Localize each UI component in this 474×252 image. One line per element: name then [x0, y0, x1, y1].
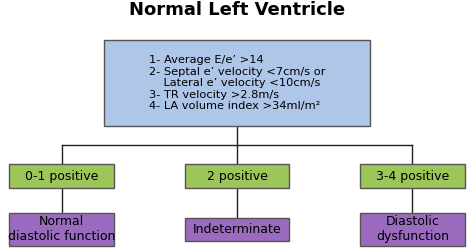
FancyBboxPatch shape: [185, 164, 289, 188]
Text: Normal
diastolic function: Normal diastolic function: [8, 215, 115, 243]
FancyBboxPatch shape: [9, 213, 114, 246]
Text: 3-4 positive: 3-4 positive: [376, 170, 449, 183]
Text: Normal Left Ventricle: Normal Left Ventricle: [129, 1, 345, 19]
Text: 1- Average E/e’ >14
2- Septal e’ velocity <7cm/s or
    Lateral e’ velocity <10c: 1- Average E/e’ >14 2- Septal e’ velocit…: [149, 55, 325, 111]
Text: Indeterminate: Indeterminate: [193, 223, 281, 236]
FancyBboxPatch shape: [9, 164, 114, 188]
FancyBboxPatch shape: [360, 164, 465, 188]
FancyBboxPatch shape: [360, 213, 465, 246]
Text: 2 positive: 2 positive: [207, 170, 267, 183]
Text: Diastolic
dysfunction: Diastolic dysfunction: [376, 215, 449, 243]
FancyBboxPatch shape: [185, 218, 289, 241]
FancyBboxPatch shape: [104, 40, 370, 126]
Text: 0-1 positive: 0-1 positive: [25, 170, 98, 183]
